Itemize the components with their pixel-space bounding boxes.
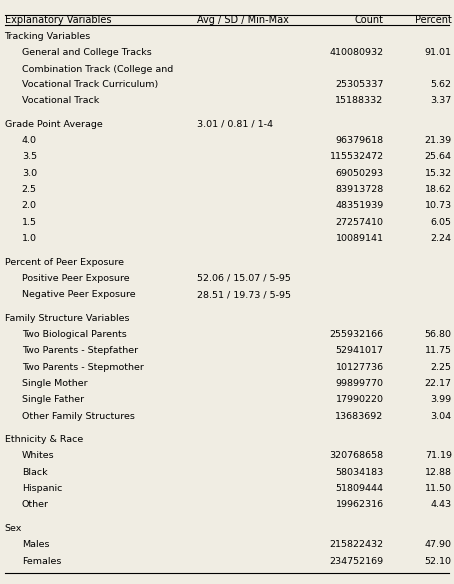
Text: 52.06 / 15.07 / 5-95: 52.06 / 15.07 / 5-95 — [197, 274, 291, 283]
Text: 320768658: 320768658 — [330, 451, 384, 460]
Text: Hispanic: Hispanic — [22, 484, 62, 493]
Text: 56.80: 56.80 — [425, 330, 452, 339]
Text: 47.90: 47.90 — [425, 540, 452, 549]
Text: Ethnicity & Race: Ethnicity & Race — [5, 435, 83, 444]
Text: Vocational Track Curriculum): Vocational Track Curriculum) — [22, 80, 158, 89]
Text: 83913728: 83913728 — [336, 185, 384, 194]
Text: Percent of Peer Exposure: Percent of Peer Exposure — [5, 258, 123, 266]
Text: 52941017: 52941017 — [336, 346, 384, 355]
Text: 2.25: 2.25 — [431, 363, 452, 371]
Text: Avg / SD / Min-Max: Avg / SD / Min-Max — [197, 15, 289, 25]
Text: Negative Peer Exposure: Negative Peer Exposure — [22, 290, 135, 299]
Text: Single Mother: Single Mother — [22, 379, 88, 388]
Text: Vocational Track: Vocational Track — [22, 96, 99, 105]
Text: 234752169: 234752169 — [330, 557, 384, 565]
Text: 1.0: 1.0 — [22, 234, 37, 243]
Text: 2.0: 2.0 — [22, 201, 37, 210]
Text: 3.5: 3.5 — [22, 152, 37, 161]
Text: 4.43: 4.43 — [430, 500, 452, 509]
Text: 15188332: 15188332 — [336, 96, 384, 105]
Text: Males: Males — [22, 540, 49, 549]
Text: Single Father: Single Father — [22, 395, 84, 404]
Text: 28.51 / 19.73 / 5-95: 28.51 / 19.73 / 5-95 — [197, 290, 291, 299]
Text: Whites: Whites — [22, 451, 54, 460]
Text: 51809444: 51809444 — [336, 484, 384, 493]
Text: 3.0: 3.0 — [22, 169, 37, 178]
Text: Females: Females — [22, 557, 61, 565]
Text: 6.05: 6.05 — [431, 218, 452, 227]
Text: 99899770: 99899770 — [336, 379, 384, 388]
Text: Percent: Percent — [415, 15, 452, 25]
Text: 2.5: 2.5 — [22, 185, 37, 194]
Text: Two Parents - Stepfather: Two Parents - Stepfather — [22, 346, 138, 355]
Text: 17990220: 17990220 — [336, 395, 384, 404]
Text: Other: Other — [22, 500, 49, 509]
Text: 115532472: 115532472 — [330, 152, 384, 161]
Text: 410080932: 410080932 — [330, 48, 384, 57]
Text: 13683692: 13683692 — [336, 412, 384, 420]
Text: 10089141: 10089141 — [336, 234, 384, 243]
Text: Two Biological Parents: Two Biological Parents — [22, 330, 127, 339]
Text: Family Structure Variables: Family Structure Variables — [5, 314, 129, 322]
Text: 96379618: 96379618 — [336, 136, 384, 145]
Text: 215822432: 215822432 — [330, 540, 384, 549]
Text: 71.19: 71.19 — [425, 451, 452, 460]
Text: General and College Tracks: General and College Tracks — [22, 48, 152, 57]
Text: 69050293: 69050293 — [336, 169, 384, 178]
Text: Tracking Variables: Tracking Variables — [5, 32, 91, 41]
Text: Positive Peer Exposure: Positive Peer Exposure — [22, 274, 129, 283]
Text: 5.62: 5.62 — [431, 80, 452, 89]
Text: Sex: Sex — [5, 524, 22, 533]
Text: 25305337: 25305337 — [335, 80, 384, 89]
Text: 91.01: 91.01 — [425, 48, 452, 57]
Text: Black: Black — [22, 468, 47, 477]
Text: 3.99: 3.99 — [430, 395, 452, 404]
Text: 58034183: 58034183 — [336, 468, 384, 477]
Text: 22.17: 22.17 — [425, 379, 452, 388]
Text: 2.24: 2.24 — [431, 234, 452, 243]
Text: 11.50: 11.50 — [425, 484, 452, 493]
Text: 3.01 / 0.81 / 1-4: 3.01 / 0.81 / 1-4 — [197, 120, 273, 128]
Text: 25.64: 25.64 — [425, 152, 452, 161]
Text: Two Parents - Stepmother: Two Parents - Stepmother — [22, 363, 143, 371]
Text: 15.32: 15.32 — [424, 169, 452, 178]
Text: 27257410: 27257410 — [336, 218, 384, 227]
Text: 4.0: 4.0 — [22, 136, 37, 145]
Text: 3.37: 3.37 — [430, 96, 452, 105]
Text: Grade Point Average: Grade Point Average — [5, 120, 102, 128]
Text: Combination Track (College and: Combination Track (College and — [22, 65, 173, 74]
Text: 10127736: 10127736 — [336, 363, 384, 371]
Text: 3.04: 3.04 — [430, 412, 452, 420]
Text: 19962316: 19962316 — [336, 500, 384, 509]
Text: 21.39: 21.39 — [424, 136, 452, 145]
Text: 12.88: 12.88 — [425, 468, 452, 477]
Text: 18.62: 18.62 — [425, 185, 452, 194]
Text: Explanatory Variables: Explanatory Variables — [5, 15, 111, 25]
Text: Other Family Structures: Other Family Structures — [22, 412, 135, 420]
Text: 10.73: 10.73 — [424, 201, 452, 210]
Text: Count: Count — [355, 15, 384, 25]
Text: 11.75: 11.75 — [425, 346, 452, 355]
Text: 1.5: 1.5 — [22, 218, 37, 227]
Text: 52.10: 52.10 — [425, 557, 452, 565]
Text: 48351939: 48351939 — [336, 201, 384, 210]
Text: 255932166: 255932166 — [330, 330, 384, 339]
